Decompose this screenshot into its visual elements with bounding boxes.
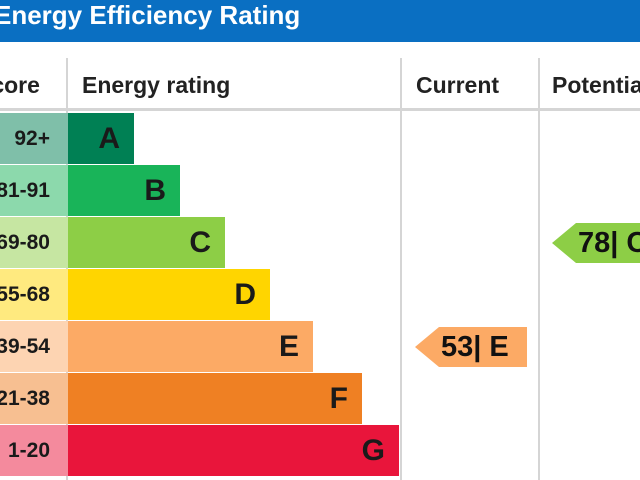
header-gap (0, 42, 640, 58)
band-letter: C (189, 226, 211, 259)
band-score-d: 55-68 (0, 269, 68, 320)
band-letter: D (234, 278, 256, 311)
header-score: Score (0, 72, 40, 98)
band-bar-a: A (68, 113, 134, 164)
band-score-text: 81-91 (0, 179, 50, 202)
band-score-text: 39-54 (0, 335, 50, 358)
band-bar-c: C (68, 217, 225, 268)
band-score-a: 92+ (0, 113, 68, 164)
band-score-text: 21-38 (0, 387, 50, 410)
band-letter: G (361, 434, 385, 467)
band-score-text: 69-80 (0, 231, 50, 254)
header-current: Current (416, 72, 500, 98)
band-score-text: 92+ (14, 127, 50, 150)
band-score-g: 1-20 (0, 425, 68, 476)
band-score-f: 21-38 (0, 373, 68, 424)
band-letter: A (98, 122, 120, 155)
band-bar-g: G (68, 425, 399, 476)
header-divider (0, 108, 640, 111)
band-score-text: 1-20 (7, 439, 50, 462)
divider-current (538, 58, 540, 480)
band-score-e: 39-54 (0, 321, 68, 372)
current-rating-label: 53| E (441, 331, 509, 363)
band-letter: F (329, 382, 348, 415)
title-bar: Energy Efficiency Rating (0, 0, 640, 42)
divider-rating (400, 58, 402, 480)
band-letter: E (278, 330, 299, 363)
band-bar-f: F (68, 373, 362, 424)
band-score-b: 81-91 (0, 165, 68, 216)
band-score-c: 69-80 (0, 217, 68, 268)
potential-rating-label: 78| C (578, 227, 640, 259)
band-bar-e: E (68, 321, 313, 372)
band-letter: B (144, 174, 166, 207)
band-bar-d: D (68, 269, 270, 320)
band-bar-b: B (68, 165, 180, 216)
band-score-text: 55-68 (0, 283, 50, 306)
page-title: Energy Efficiency Rating (0, 0, 301, 30)
header-energy-rating: Energy rating (82, 72, 231, 98)
header-potential: Potential (552, 72, 640, 98)
